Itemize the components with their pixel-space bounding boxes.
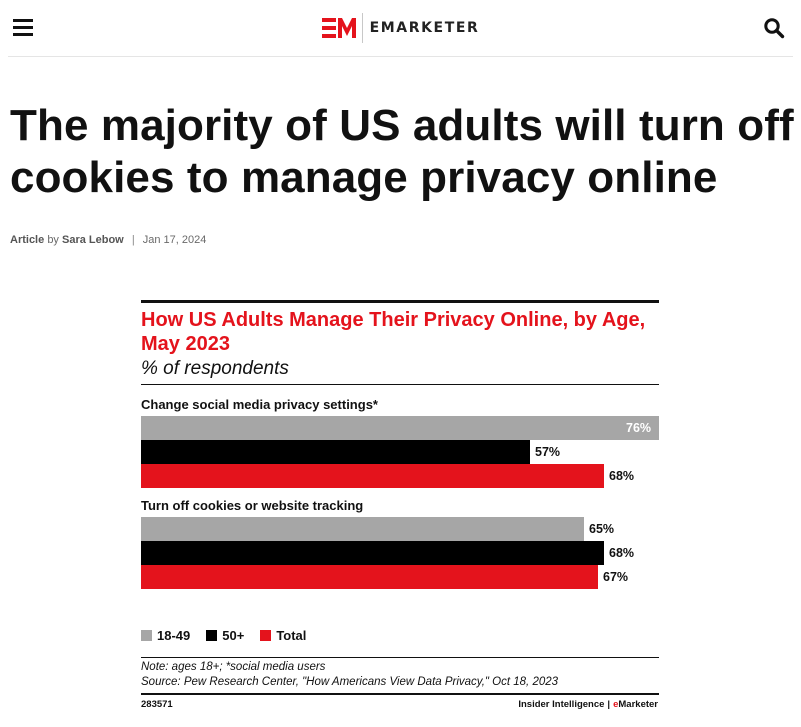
legend-label-total: Total (276, 628, 307, 643)
category-label-1: Turn off cookies or website tracking (141, 498, 364, 513)
article-type[interactable]: Article (10, 234, 45, 246)
bar-label-total-cat1: 67% (603, 570, 629, 584)
site-logo[interactable]: EMARKETER (321, 13, 480, 43)
header-divider (8, 56, 793, 57)
bar-total-cat1 (141, 565, 598, 589)
legend-label-50-plus: 50+ (222, 628, 245, 643)
legend-item-50-plus: 50+ (206, 628, 244, 643)
byline-separator: | (131, 234, 135, 246)
chart-top-rule (141, 300, 659, 303)
bar-18-49-cat0 (141, 416, 659, 440)
bar-50-plus-cat0 (141, 440, 530, 464)
bar-label-18-49-cat0: 76% (626, 421, 652, 435)
credit-right-e: e (613, 699, 619, 710)
legend-item-total: Total (260, 628, 306, 643)
byline-by: by (47, 234, 59, 246)
logo-divider (361, 13, 363, 43)
bar-label-50-plus-cat0: 57% (535, 445, 561, 459)
credit-separator: | (607, 699, 611, 710)
chart-note: Note: ages 18+; *social media users (141, 661, 326, 673)
bar-total-cat0 (141, 464, 604, 488)
bar-label-total-cat0: 68% (609, 469, 635, 483)
bar-label-18-49-cat1: 65% (589, 522, 615, 536)
chart-bottom-rule (141, 693, 659, 695)
credit-left: Insider Intelligence (518, 699, 605, 710)
bar-label-50-plus-cat1: 68% (609, 546, 635, 560)
author-link[interactable]: Sara Lebow (62, 234, 124, 246)
publish-date: Jan 17, 2024 (142, 234, 207, 246)
chart-legend: 18-49 50+ Total (141, 628, 322, 643)
chart-title: How US Adults Manage Their Privacy Onlin… (141, 309, 646, 355)
bar-18-49-cat1 (141, 517, 584, 541)
site-header: EMARKETER (0, 0, 801, 56)
legend-swatch-total (260, 630, 272, 641)
bar-50-plus-cat1 (141, 541, 604, 565)
chart-credit: Insider Intelligence | eMarketer (518, 699, 658, 710)
em-logo-icon (321, 18, 356, 38)
chart-subtitle: % of respondents (141, 358, 289, 379)
article-title: The majority of US adults will turn off … (10, 101, 794, 202)
byline: Article by Sara Lebow | Jan 17, 2024 (10, 234, 206, 246)
search-icon[interactable] (763, 17, 785, 39)
chart-header-rule (141, 384, 659, 385)
legend-swatch-18-49 (141, 630, 152, 641)
hamburger-icon[interactable] (13, 19, 33, 37)
chart-source: Source: Pew Research Center, "How Americ… (141, 676, 559, 688)
chart-id: 283571 (141, 699, 173, 710)
legend-swatch-50-plus (206, 630, 218, 641)
legend-label-18-49: 18-49 (157, 628, 191, 643)
category-label-0: Change social media privacy settings* (141, 397, 378, 412)
brand-name: EMARKETER (369, 20, 480, 36)
chart-footer-rule (141, 657, 659, 658)
credit-right-rest: Marketer (618, 699, 658, 710)
legend-item-18-49: 18-49 (141, 628, 190, 643)
